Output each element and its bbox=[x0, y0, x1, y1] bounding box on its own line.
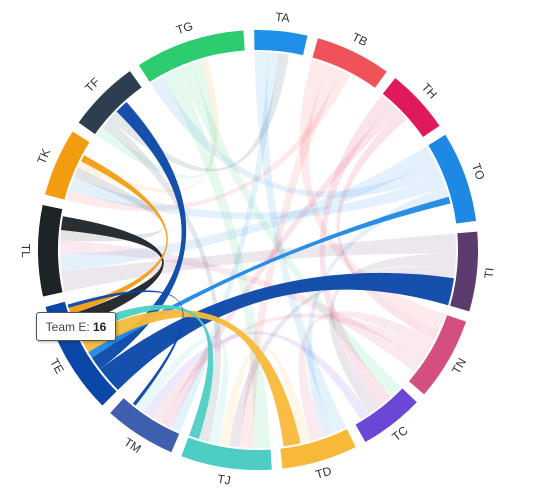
chord bbox=[102, 119, 222, 442]
node-arc bbox=[38, 205, 63, 297]
tooltip-value: 16 bbox=[93, 320, 107, 334]
node-label: TK bbox=[34, 147, 53, 167]
node-arc bbox=[382, 78, 440, 138]
node-arc bbox=[138, 30, 245, 82]
chord bbox=[254, 51, 347, 434]
tooltip: Team E: 16 bbox=[36, 312, 116, 341]
chord bbox=[77, 58, 219, 193]
node-arc bbox=[181, 437, 272, 471]
chord bbox=[61, 233, 457, 292]
chord bbox=[91, 101, 187, 370]
chord bbox=[299, 59, 446, 331]
chord bbox=[67, 290, 184, 406]
tooltip-label: Team E: bbox=[45, 320, 90, 334]
node-arc bbox=[78, 71, 142, 135]
node-label: TE bbox=[47, 356, 67, 376]
node-label: TD bbox=[314, 464, 334, 482]
node-label: TB bbox=[350, 30, 370, 49]
chord bbox=[143, 331, 370, 420]
links-active bbox=[61, 101, 454, 447]
node-arc bbox=[312, 38, 387, 88]
node-label: TM bbox=[122, 435, 144, 456]
chord bbox=[162, 68, 271, 448]
node-label: TI bbox=[482, 267, 497, 279]
node-label: TJ bbox=[216, 472, 231, 488]
node-label: TL bbox=[19, 244, 33, 258]
chord bbox=[178, 63, 401, 397]
chord bbox=[161, 104, 400, 428]
node-arc bbox=[110, 398, 180, 453]
node-label: TN bbox=[449, 356, 469, 377]
node-arc bbox=[355, 388, 417, 443]
node-label: TA bbox=[275, 10, 291, 25]
node-label: TF bbox=[82, 75, 102, 95]
chord bbox=[59, 240, 423, 372]
node-label: TG bbox=[174, 19, 194, 38]
chord bbox=[319, 95, 393, 406]
chord bbox=[75, 304, 214, 439]
chord bbox=[60, 167, 164, 242]
links-background bbox=[59, 51, 457, 448]
chord bbox=[218, 346, 311, 446]
node-label: TO bbox=[469, 161, 488, 181]
chord bbox=[60, 146, 436, 272]
chord bbox=[298, 311, 435, 441]
node-label: TH bbox=[419, 80, 440, 101]
chord bbox=[99, 272, 454, 391]
node-arc bbox=[450, 231, 479, 312]
chord bbox=[170, 52, 279, 432]
node-arc bbox=[408, 315, 467, 395]
node-arc bbox=[45, 131, 90, 200]
node-arc bbox=[280, 429, 356, 469]
chord bbox=[69, 173, 446, 220]
node-label: TC bbox=[389, 423, 410, 444]
chord bbox=[96, 60, 216, 179]
chord bbox=[135, 336, 229, 445]
chord bbox=[239, 64, 342, 448]
node-arc bbox=[254, 29, 308, 56]
chord bbox=[306, 186, 449, 437]
chord bbox=[61, 216, 164, 328]
node-arc bbox=[428, 134, 477, 224]
